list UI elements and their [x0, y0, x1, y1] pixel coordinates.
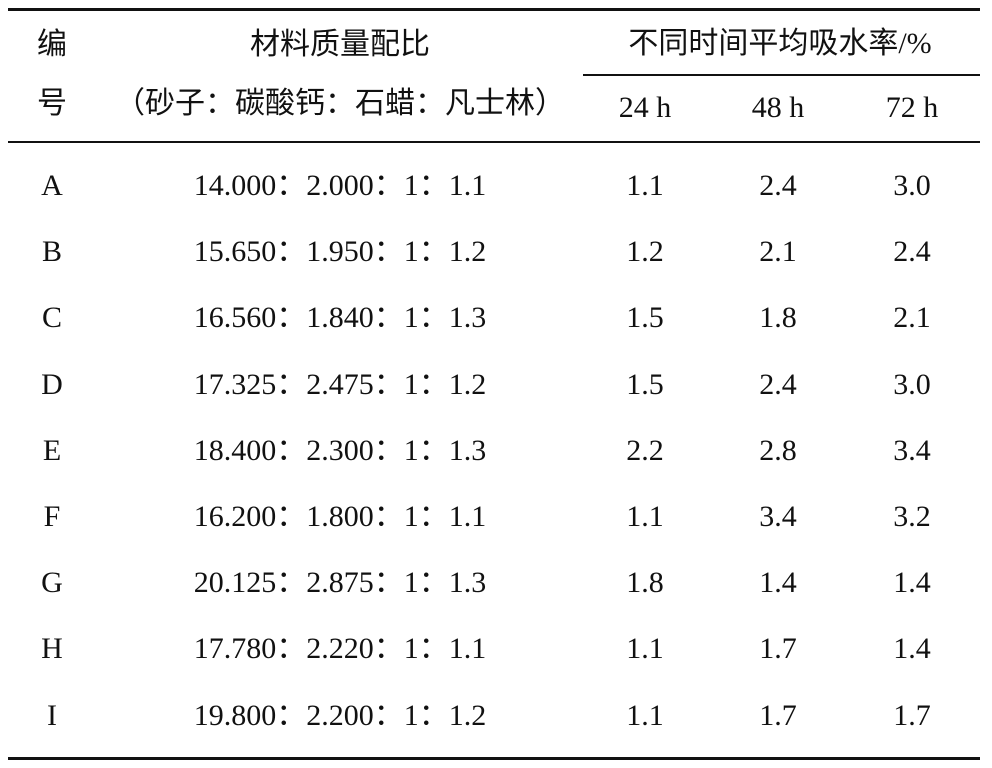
table-cell: 16.560：1.840：1：1.3: [193, 301, 487, 335]
table-cell: E: [42, 433, 62, 467]
header-group: 不同时间平均吸水率/%: [628, 27, 932, 60]
bottom-rule: [8, 757, 980, 760]
table-cell: 16.200：1.800：1：1.1: [193, 500, 487, 533]
table-cell: 1.5: [626, 301, 664, 335]
table-cell: 17.780：2.220：1：1.1: [193, 632, 487, 666]
table-cell: 1.8: [759, 301, 797, 335]
header-time: 48 h: [751, 91, 805, 124]
table-cell: 1.7: [759, 698, 797, 732]
table-cell: 2.8: [759, 433, 797, 467]
table-cell: 15.650：1.950：1：1.2: [193, 235, 487, 269]
table-cell: 3.4: [759, 500, 797, 533]
table-cell: D: [41, 367, 63, 401]
header-ratio: 材料质量配比: [250, 28, 430, 61]
table-cell: H: [41, 632, 63, 666]
table-cell: I: [47, 698, 57, 732]
table-cell: 1.4: [893, 632, 931, 666]
table-cell: A: [41, 169, 63, 202]
table-cell: 2.4: [759, 169, 797, 202]
table-cell: 1.8: [626, 566, 664, 600]
table-cell: 2.2: [626, 433, 664, 467]
table-cell: 1.2: [626, 235, 664, 269]
table-cell: 3.4: [893, 433, 931, 467]
table-cell: 2.1: [759, 235, 797, 269]
table-cell: 3.2: [893, 500, 931, 533]
table-cell: 3.0: [893, 169, 931, 202]
table-cell: 1.7: [893, 698, 931, 732]
table-cell: 2.4: [893, 235, 931, 269]
table-cell: 1.4: [893, 566, 931, 600]
header-time: 72 h: [885, 91, 939, 124]
table-cell: C: [41, 301, 63, 335]
table-cell: 1.1: [626, 500, 664, 533]
header-time: 24 h: [618, 91, 672, 124]
header-id: 号: [37, 87, 67, 120]
table-cell: 1.5: [626, 367, 664, 401]
table-cell: 2.1: [893, 301, 931, 335]
table-cell: 1.4: [759, 566, 797, 600]
table-cell: 19.800：2.200：1：1.2: [193, 698, 487, 732]
group-rule: [583, 74, 980, 76]
header-rule: [8, 141, 980, 143]
table-cell: 3.0: [893, 367, 931, 401]
table-cell: 18.400：2.300：1：1.3: [193, 433, 487, 467]
table-cell: 1.7: [759, 632, 797, 666]
table-cell: 14.000：2.000：1：1.1: [193, 169, 487, 202]
table-cell: 1.1: [626, 169, 664, 202]
table-cell: 17.325：2.475：1：1.2: [193, 367, 487, 401]
top-rule: [8, 8, 980, 11]
table-cell: 2.4: [759, 367, 797, 401]
header-ratio: （砂子：碳酸钙：石蜡：凡士林）: [115, 87, 565, 120]
table-cell: 1.1: [626, 632, 664, 666]
table-cell: F: [43, 500, 61, 533]
table-cell: 20.125：2.875：1：1.3: [193, 566, 487, 600]
table-cell: 1.1: [626, 698, 664, 732]
header-id: 编: [37, 28, 67, 61]
table-cell: B: [41, 235, 63, 269]
table-cell: G: [41, 566, 63, 600]
